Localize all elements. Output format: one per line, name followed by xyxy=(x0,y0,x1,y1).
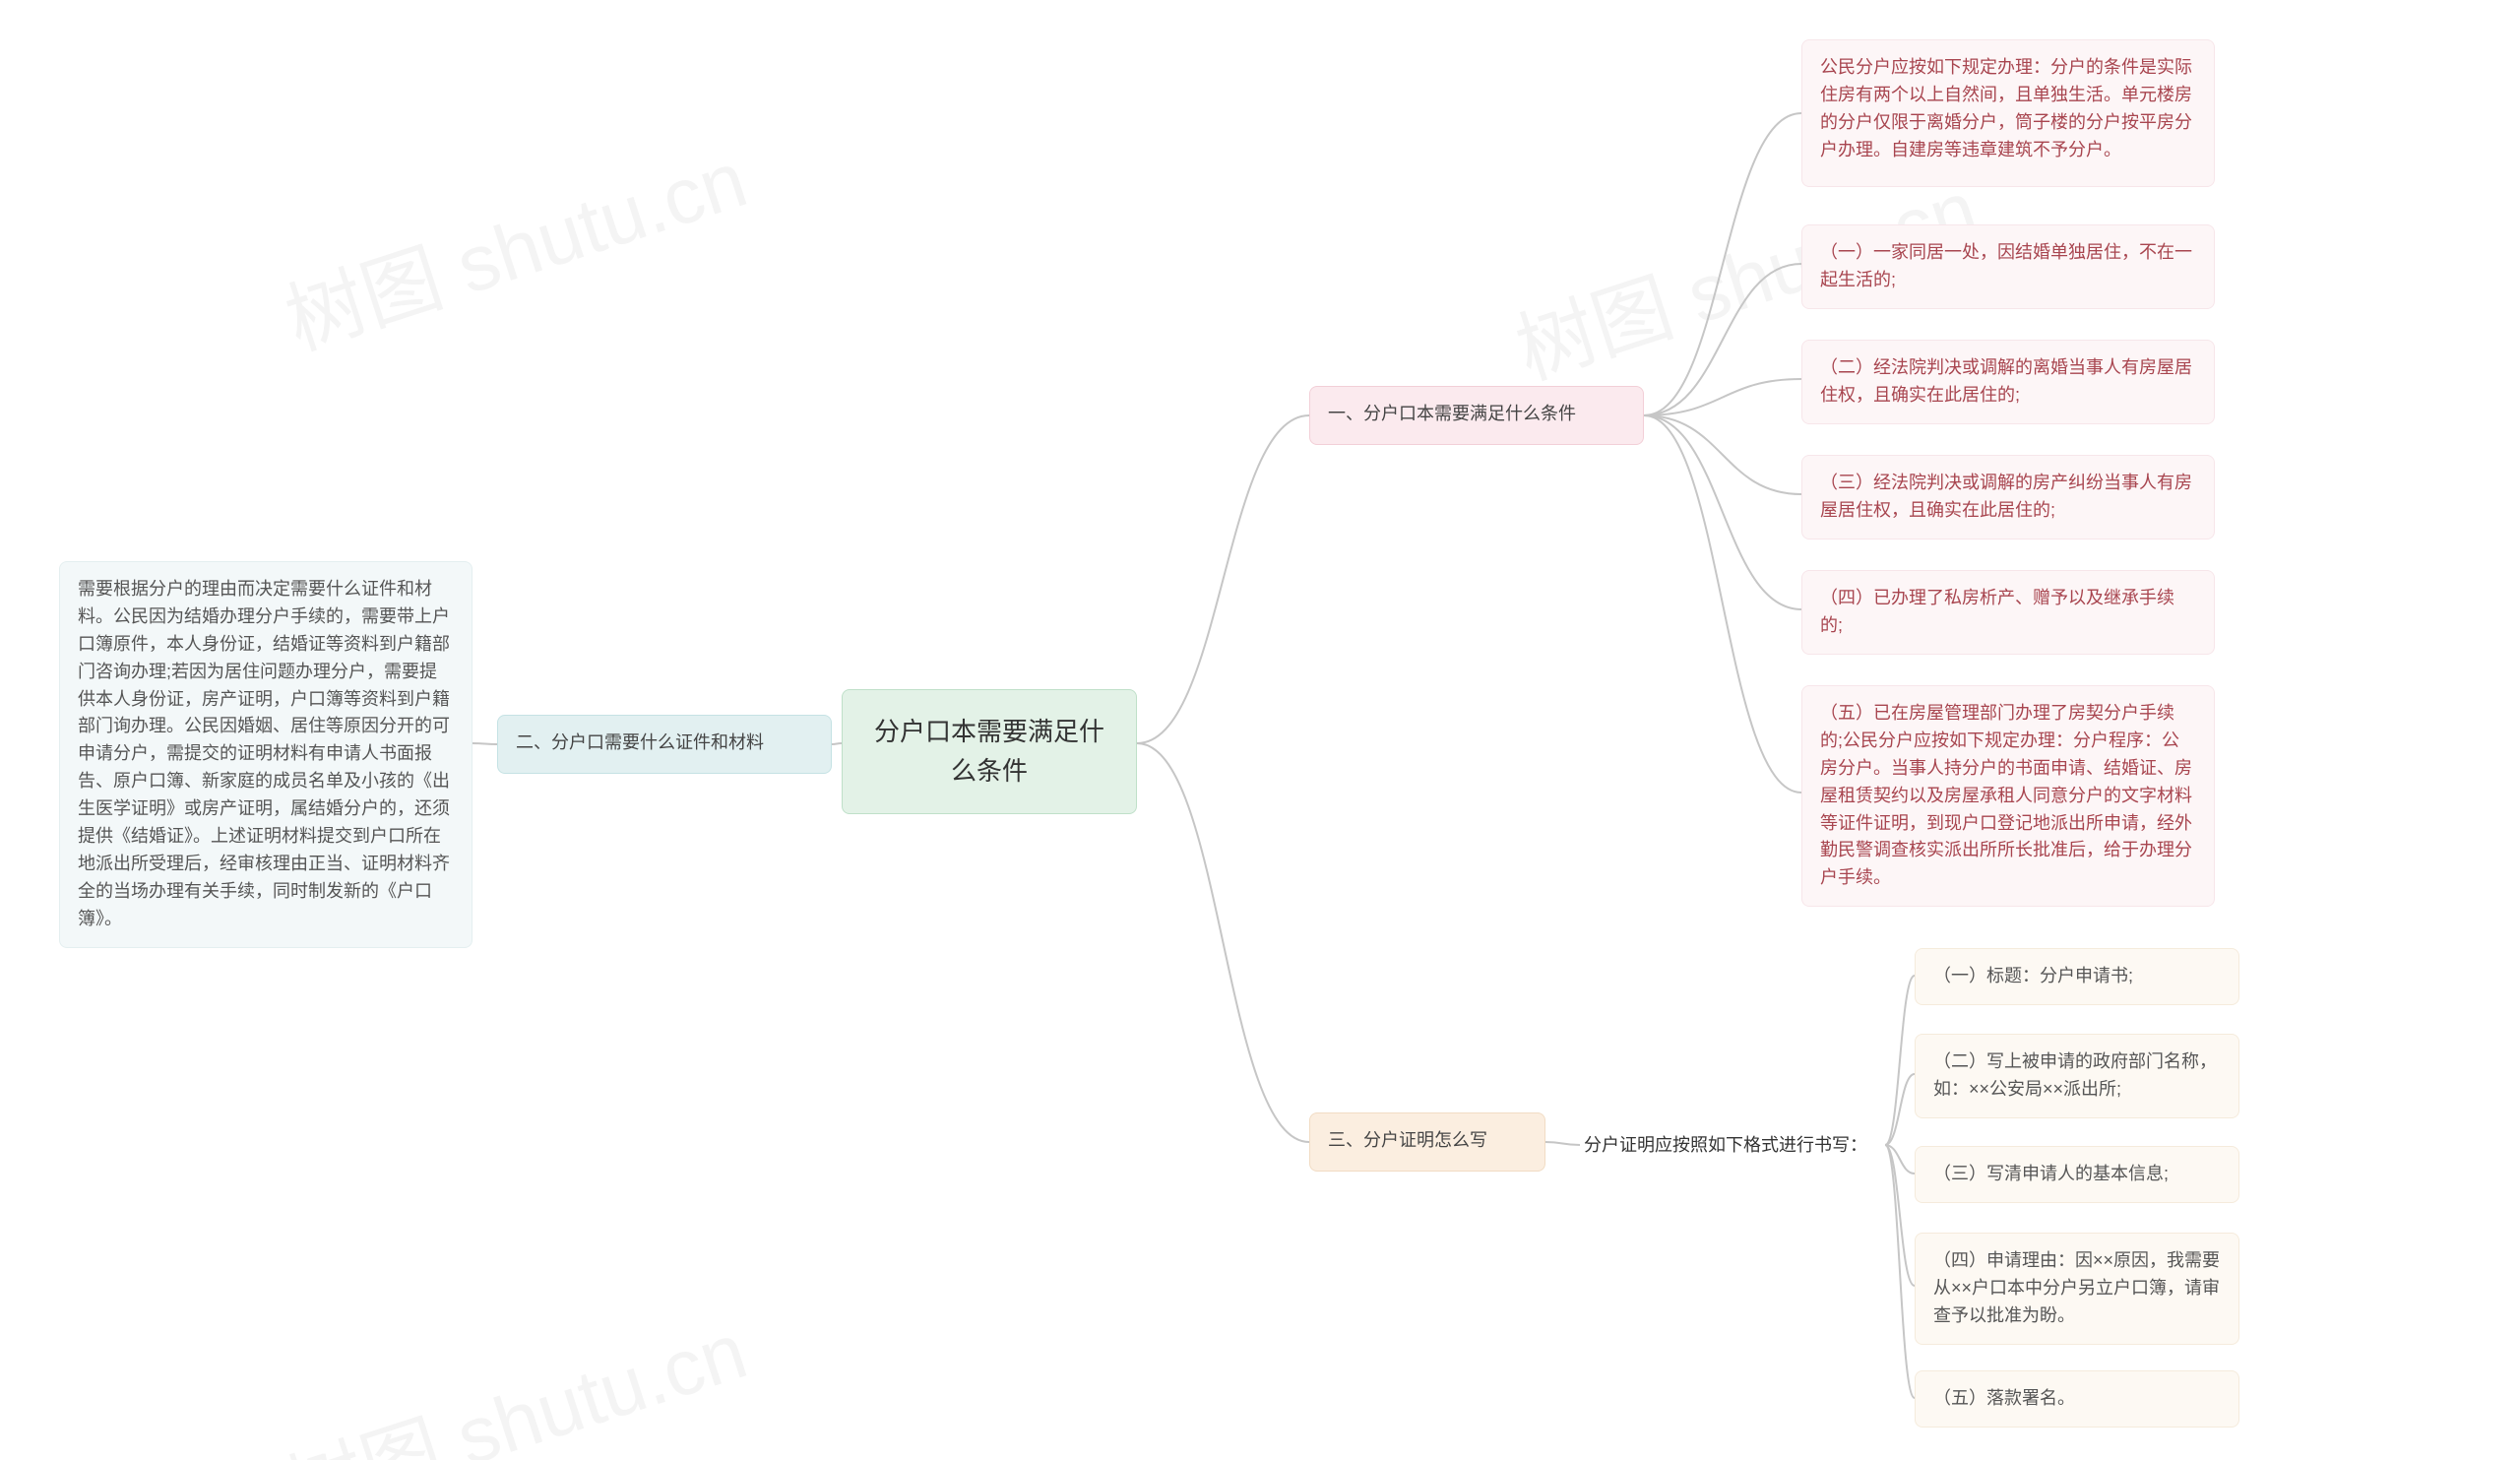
branch-2: 二、分户口需要什么证件和材料 xyxy=(497,715,832,774)
branch-1-leaf-1: 公民分户应按如下规定办理：分户的条件是实际住房有两个以上自然间，且单独生活。单元… xyxy=(1801,39,2215,187)
branch-2-leaf-1: 需要根据分户的理由而决定需要什么证件和材料。公民因为结婚办理分户手续的，需要带上… xyxy=(59,561,472,948)
branch-1-leaf-2: （一）一家同居一处，因结婚单独居住，不在一起生活的; xyxy=(1801,224,2215,309)
branch-3: 三、分户证明怎么写 xyxy=(1309,1112,1545,1172)
watermark-1: 树图 shutu.cn xyxy=(270,116,759,372)
branch-3-leaf-1: （一）标题：分户申请书; xyxy=(1915,948,2239,1005)
center-node: 分户口本需要满足什么条件 xyxy=(842,689,1137,814)
branch-3-leaf-4: （四）申请理由：因××原因，我需要从××户口本中分户另立户口簿，请审查予以批准为… xyxy=(1915,1233,2239,1345)
branch-3-mid: 分户证明应按照如下格式进行书写： xyxy=(1580,1130,1885,1162)
branch-3-leaf-5: （五）落款署名。 xyxy=(1915,1370,2239,1428)
branch-1-leaf-3: （二）经法院判决或调解的离婚当事人有房屋居住权，且确实在此居住的; xyxy=(1801,340,2215,424)
branch-3-leaf-3: （三）写清申请人的基本信息; xyxy=(1915,1146,2239,1203)
branch-1: 一、分户口本需要满足什么条件 xyxy=(1309,386,1644,445)
watermark-3: 树图 shutu.cn xyxy=(270,1288,759,1460)
branch-1-leaf-4: （三）经法院判决或调解的房产纠纷当事人有房屋居住权，且确实在此居住的; xyxy=(1801,455,2215,540)
branch-1-leaf-6: （五）已在房屋管理部门办理了房契分户手续的;公民分户应按如下规定办理：分户程序：… xyxy=(1801,685,2215,907)
branch-3-leaf-2: （二）写上被申请的政府部门名称，如：××公安局××派出所; xyxy=(1915,1034,2239,1118)
branch-1-leaf-5: （四）已办理了私房析产、赠予以及继承手续的; xyxy=(1801,570,2215,655)
